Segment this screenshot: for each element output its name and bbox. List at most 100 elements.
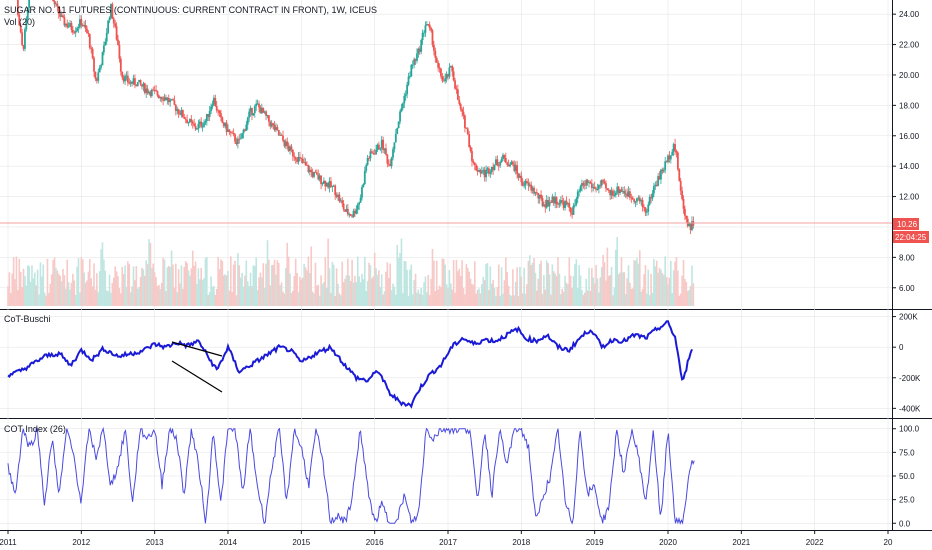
candle-body [589, 182, 592, 184]
volume-bar [497, 264, 500, 306]
volume-bar [490, 283, 493, 306]
cot-buschi-series[interactable] [7, 320, 693, 409]
volume-bar [84, 282, 87, 306]
candle-body [418, 48, 421, 52]
candle-body [691, 221, 693, 231]
candle-body [468, 133, 471, 148]
candle-body [375, 149, 377, 155]
candle-body [519, 175, 521, 178]
volume-bar [411, 294, 414, 306]
volume-bar [208, 292, 211, 306]
candle-body [657, 176, 660, 186]
candle-body [674, 144, 676, 151]
price-candles[interactable] [7, 0, 695, 235]
trend-lines-drawing[interactable] [171, 341, 223, 393]
volume-bar [561, 288, 564, 306]
candle-body [255, 103, 258, 107]
volume-bar [457, 271, 459, 306]
candle-body [118, 44, 121, 59]
candle-body [222, 122, 225, 127]
volume-bar [261, 277, 263, 306]
volume-bar [321, 284, 324, 306]
candle-body [638, 197, 641, 202]
volume-bar [172, 264, 174, 306]
candle-body [211, 104, 214, 107]
candle-body [325, 183, 328, 187]
volume-bar [105, 290, 108, 306]
candle-body [655, 184, 658, 186]
volume-bar [667, 284, 669, 306]
volume-bar [184, 261, 187, 306]
volume-bar [369, 265, 372, 306]
volume-bar [272, 264, 274, 306]
candle-body [183, 117, 186, 119]
volume-bar [175, 263, 177, 306]
volume-bar [155, 277, 157, 306]
candle-body [449, 66, 452, 68]
volume-bar [53, 257, 56, 306]
candle-body [81, 25, 84, 27]
candle-body [157, 95, 160, 98]
candle-body [562, 201, 565, 208]
volume-bar [242, 286, 245, 306]
candle-body [423, 32, 425, 34]
volume-bar [527, 260, 530, 306]
trend-line-lower[interactable] [171, 360, 223, 393]
candle-body [224, 122, 227, 127]
candle-body [306, 165, 308, 166]
volume-bar [24, 276, 26, 306]
trend-line-upper[interactable] [171, 341, 223, 357]
candle-body [483, 170, 486, 178]
volume-bar [681, 275, 683, 306]
candle-body [389, 164, 392, 167]
candle-body [62, 15, 64, 18]
volume-bar [335, 268, 338, 306]
candle-body [187, 122, 190, 124]
volume-bar [345, 275, 348, 306]
volume-bar [241, 272, 243, 306]
volume-bar [10, 292, 12, 306]
volume-bar [152, 263, 155, 306]
volume-bar [218, 269, 221, 306]
candle-body [627, 191, 630, 197]
volume-bar [634, 260, 637, 306]
candle-body [97, 72, 100, 81]
volume-bar [151, 267, 153, 306]
volume-bar [543, 275, 545, 306]
volume-bar [80, 257, 83, 306]
volume-bar [576, 288, 579, 306]
volume-bar [606, 247, 609, 306]
volume-bar [225, 275, 228, 306]
volume-bar [442, 258, 445, 306]
volume-bar [371, 278, 373, 306]
volume-bar [555, 275, 558, 306]
candle-body [263, 111, 266, 113]
candle-body [179, 113, 181, 115]
volume-bar [633, 260, 635, 306]
volume-bar [551, 264, 554, 306]
cot-index-series[interactable] [7, 426, 695, 525]
candle-body [79, 19, 81, 28]
volume-bar [128, 264, 131, 306]
price-tick-label: 24.00 [899, 10, 920, 19]
volume-bar [437, 289, 439, 306]
volume-bar [482, 276, 485, 306]
volume-bar [657, 272, 659, 306]
candle-body [630, 197, 633, 199]
candle-body [359, 197, 362, 203]
volume-bar [12, 257, 15, 306]
candle-body [311, 172, 314, 177]
volume-bar [221, 261, 224, 306]
candle-body [52, 0, 55, 2]
volume-bar [572, 276, 575, 306]
candle-body [530, 184, 533, 191]
candle-body [197, 123, 200, 129]
candle-body [613, 195, 616, 196]
volume-bar [39, 262, 42, 306]
candle-body [540, 194, 542, 198]
volume-bar [66, 259, 69, 306]
candle-body [537, 192, 540, 199]
candle-body [602, 180, 605, 182]
volume-bar [629, 282, 631, 306]
volume-bar [311, 291, 314, 306]
